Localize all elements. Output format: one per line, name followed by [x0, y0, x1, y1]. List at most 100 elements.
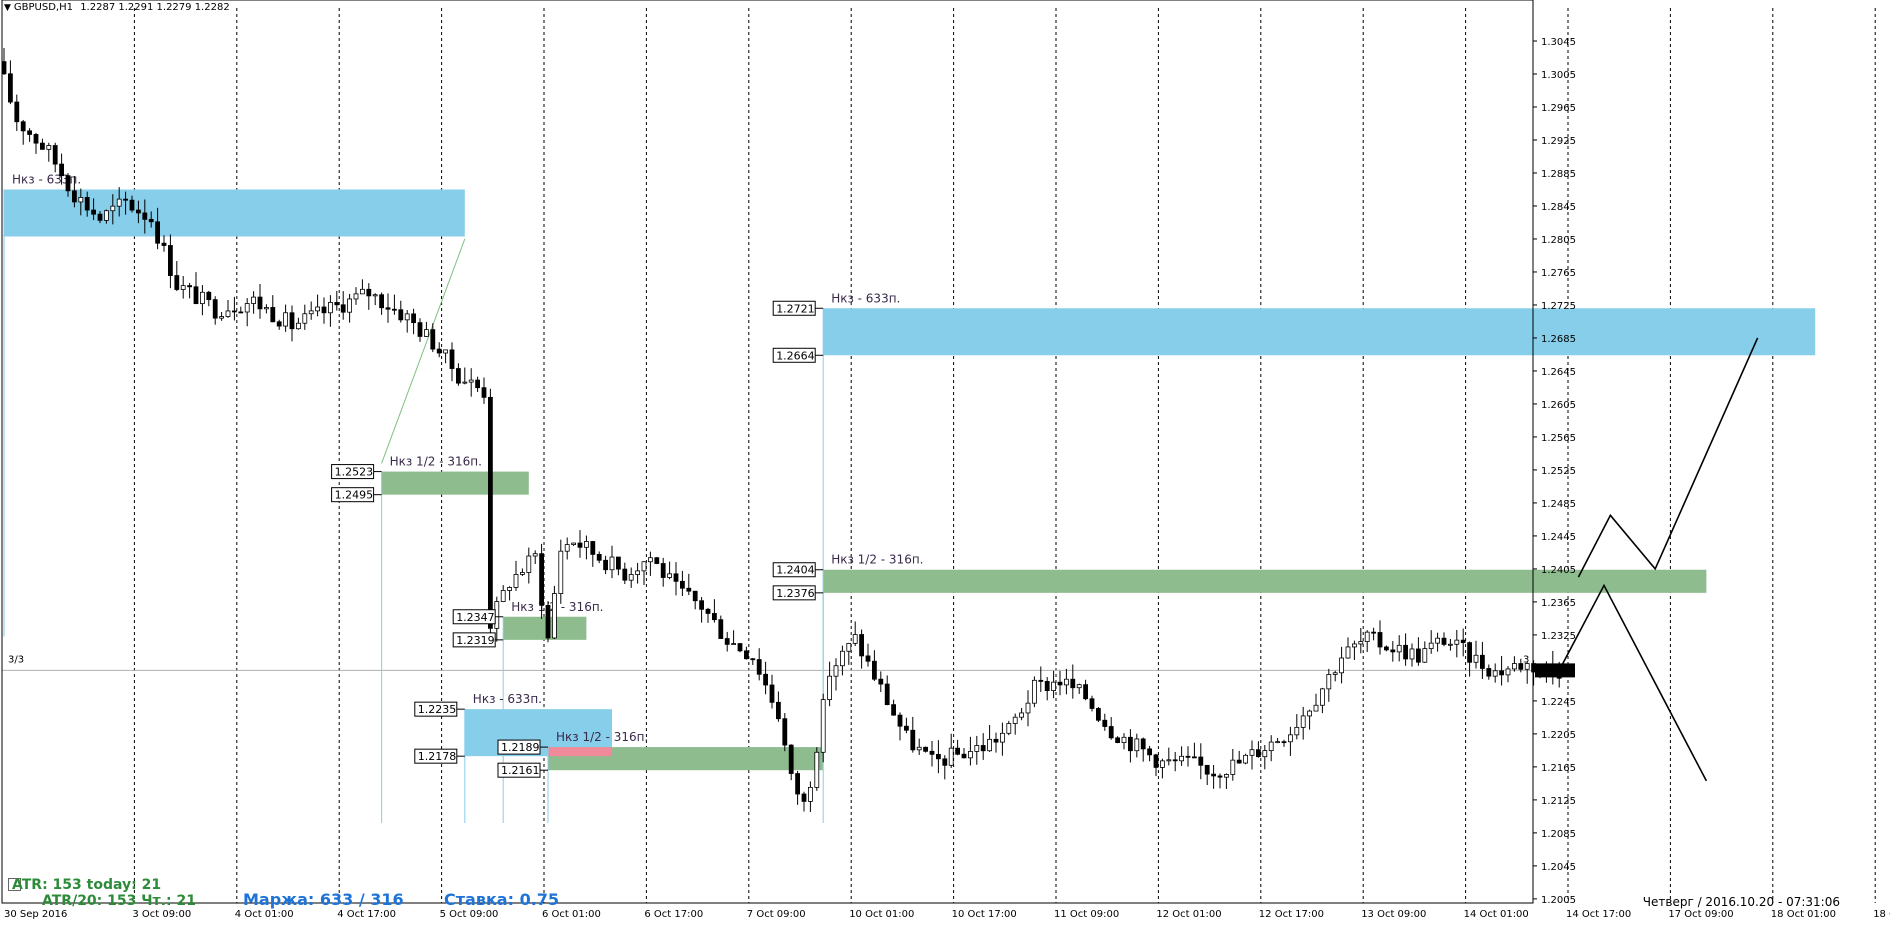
- candle-body: [974, 745, 980, 752]
- side-label-left: 3/3: [8, 654, 24, 665]
- candle-body: [148, 218, 154, 223]
- candle-body: [257, 296, 263, 310]
- candle-body: [1262, 750, 1268, 758]
- datetime-label: Четверг / 2016.10.20 - 07:31:06: [1642, 895, 1840, 909]
- x-tick-label: 5 Oct 09:00: [440, 909, 499, 920]
- candle-body: [14, 101, 20, 123]
- candle-body: [1211, 773, 1216, 777]
- candle-body: [891, 704, 896, 716]
- candle-body: [487, 396, 493, 629]
- candle-body: [513, 574, 519, 588]
- y-tick-label: 1.2045: [1541, 862, 1576, 873]
- candle-body: [795, 773, 800, 795]
- candle-body: [1185, 755, 1191, 758]
- candle-body: [135, 209, 141, 214]
- x-tick-label: 4 Oct 01:00: [235, 909, 294, 920]
- price-tag-box: [772, 347, 816, 363]
- x-tick-label: 12 Oct 01:00: [1156, 909, 1221, 920]
- x-tick-label: 30 Sep 2016: [4, 909, 67, 920]
- candle-body: [219, 316, 225, 319]
- candle-body: [910, 729, 916, 751]
- candle-body: [1147, 748, 1152, 756]
- candle-body: [808, 786, 813, 802]
- candle-body: [238, 311, 244, 314]
- candle-body: [481, 387, 487, 398]
- candle-body: [1057, 681, 1063, 686]
- candle-body: [104, 210, 109, 221]
- candle-body: [1300, 715, 1306, 728]
- candle-body: [1409, 648, 1415, 660]
- projection-layer: [1558, 337, 1759, 782]
- current-price-value: 1.2282: [1539, 666, 1574, 677]
- candle-body: [155, 221, 161, 244]
- candle-body: [731, 643, 736, 645]
- candle-body: [187, 285, 193, 288]
- candle-body: [366, 288, 372, 297]
- candle-body: [1038, 679, 1044, 682]
- candle-body: [1294, 726, 1300, 736]
- candle-body: [763, 673, 768, 686]
- price-tag-box: [452, 632, 496, 648]
- candle-body: [744, 650, 749, 660]
- candle-body: [1064, 678, 1069, 686]
- zone-label: Нкз 1/2 - 316п.: [390, 455, 482, 469]
- candle-body: [1441, 637, 1447, 645]
- candle-body: [686, 587, 692, 592]
- candle-body: [263, 307, 269, 310]
- x-tick-label: 14 Oct 01:00: [1464, 909, 1529, 920]
- chart-corner-icon[interactable]: [8, 878, 21, 891]
- price-tag-value: 1.2347: [456, 611, 495, 624]
- x-tick-label: 18 Oct 01:00: [1771, 909, 1836, 920]
- candle-body: [1499, 670, 1504, 676]
- candle-body: [603, 559, 608, 571]
- candle-body: [455, 368, 461, 384]
- candle-body: [1051, 681, 1056, 691]
- zone-label: Нкз 1/2 - 316п.: [831, 553, 923, 567]
- candle-body: [654, 557, 660, 564]
- candle-body: [359, 288, 365, 295]
- candle-body: [718, 619, 724, 639]
- candle-body: [980, 745, 986, 752]
- candle-body: [142, 212, 148, 220]
- candle-body: [1115, 737, 1120, 743]
- dropdown-triangle-icon[interactable]: ▼: [4, 3, 11, 13]
- candle-body: [788, 744, 794, 774]
- candle-body: [865, 655, 871, 662]
- candle-body: [1371, 631, 1376, 634]
- candle-body: [129, 199, 135, 211]
- candle-body: [78, 197, 84, 203]
- candle-body: [65, 175, 71, 192]
- candle-body: [449, 349, 455, 369]
- candle-body: [116, 198, 122, 207]
- candle-body: [372, 294, 378, 297]
- candle-body: [212, 299, 218, 319]
- candle-body: [244, 303, 250, 313]
- atr20-label: ATR/20: 153 Чт.: 21: [42, 893, 196, 909]
- candle-body: [1339, 657, 1344, 674]
- candle-body: [193, 286, 199, 305]
- candle-body: [1313, 704, 1319, 712]
- y-tick-label: 1.2845: [1541, 202, 1576, 213]
- y-tick-label: 1.2085: [1541, 829, 1576, 840]
- candle-body: [1121, 736, 1127, 743]
- candle-body: [692, 590, 698, 602]
- candle-body: [814, 751, 820, 788]
- candle-body: [596, 553, 602, 561]
- candle-body: [206, 291, 212, 301]
- candle-body: [391, 308, 397, 311]
- candle-body: [987, 738, 992, 752]
- zone-label: Нкз - 633п.: [831, 291, 900, 305]
- candle-body: [532, 553, 538, 557]
- price-tag-value: 1.2721: [776, 302, 815, 315]
- candle-body: [1416, 648, 1421, 663]
- candle-body: [123, 198, 128, 201]
- candle-body: [526, 555, 532, 573]
- candle-body: [283, 312, 289, 327]
- candle-body: [705, 608, 711, 614]
- candle-body: [1160, 760, 1165, 768]
- price-tag-box: [772, 585, 816, 601]
- candle-body: [1140, 738, 1146, 750]
- candle-body: [1454, 639, 1460, 645]
